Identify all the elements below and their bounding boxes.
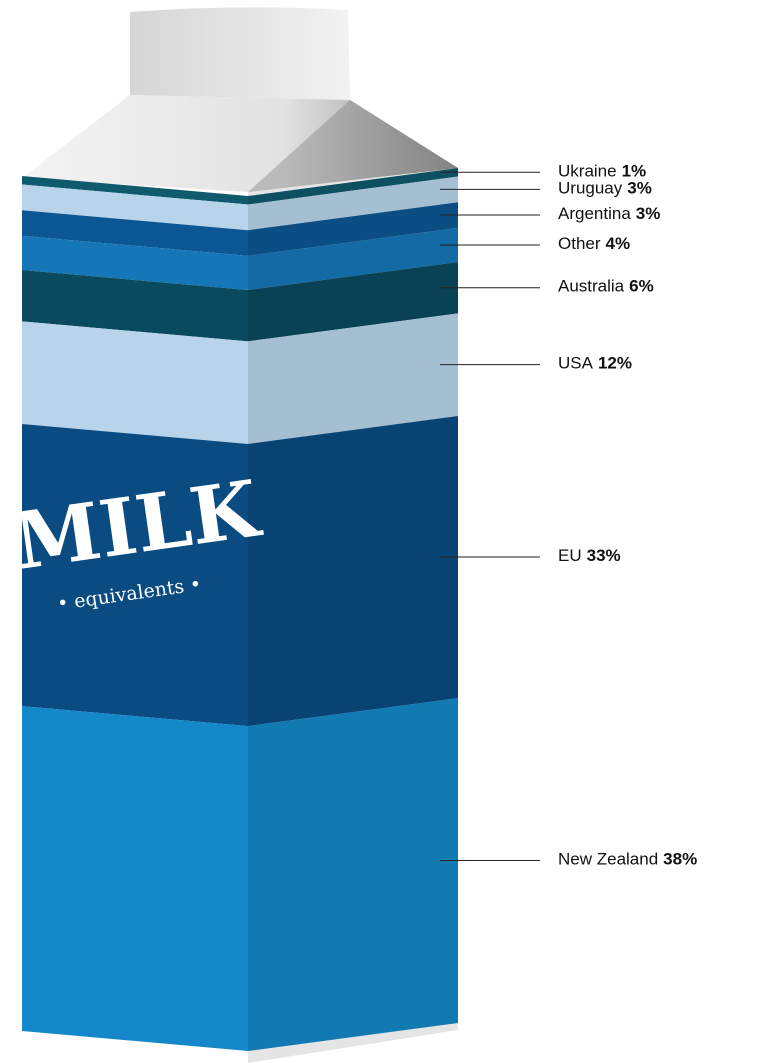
category-name: USA <box>558 354 594 373</box>
category-name: Other <box>558 234 601 253</box>
carton-fin <box>130 7 350 100</box>
segment-label: Argentina 3% <box>558 205 660 224</box>
value-label: 4% <box>606 234 631 253</box>
side-shade <box>248 168 458 1063</box>
value-label: 12% <box>598 354 632 373</box>
category-name: Uruguay <box>558 179 623 198</box>
value-label: 3% <box>627 179 652 198</box>
chart: MILK • equivalents • Ukraine1%Uruguay3%A… <box>0 0 774 1063</box>
category-name: Australia <box>558 277 625 296</box>
value-label: 6% <box>629 277 654 296</box>
segment-label: Other 4% <box>558 234 630 253</box>
carton <box>22 7 458 192</box>
category-name: Argentina <box>558 205 631 224</box>
segment-label: New Zealand 38% <box>558 850 697 869</box>
value-label: 38% <box>663 850 697 869</box>
value-label: 33% <box>587 547 621 566</box>
category-name: New Zealand <box>558 850 658 869</box>
category-name: EU <box>558 547 582 566</box>
value-label: 3% <box>636 205 661 224</box>
segment-label: EU 33% <box>558 547 621 566</box>
